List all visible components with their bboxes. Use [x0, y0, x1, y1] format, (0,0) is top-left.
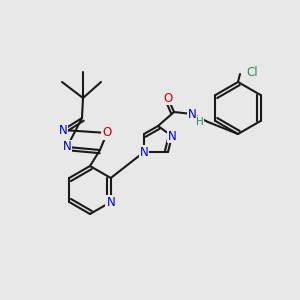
Text: Cl: Cl: [246, 65, 258, 79]
Text: O: O: [164, 92, 172, 104]
Text: N: N: [188, 107, 196, 121]
Text: N: N: [58, 124, 68, 136]
Text: N: N: [168, 130, 176, 142]
Text: N: N: [106, 196, 115, 208]
Text: H: H: [196, 117, 204, 127]
Text: N: N: [140, 146, 148, 158]
Text: N: N: [63, 140, 71, 154]
Text: O: O: [102, 127, 112, 140]
